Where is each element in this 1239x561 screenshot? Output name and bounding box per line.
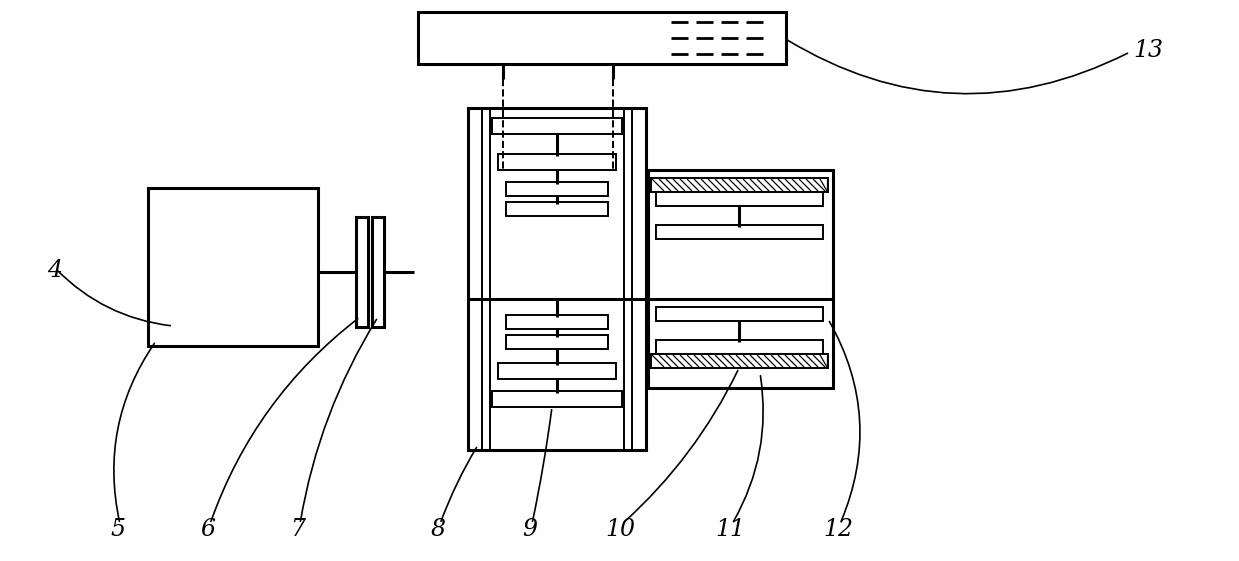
Text: 6: 6: [201, 518, 216, 541]
Bar: [418, 12, 786, 64]
Bar: [650, 354, 828, 368]
Bar: [655, 307, 823, 321]
Text: 12: 12: [823, 518, 852, 541]
Bar: [498, 154, 616, 170]
Bar: [650, 178, 828, 192]
Bar: [655, 192, 823, 206]
Text: 4: 4: [47, 259, 62, 282]
Text: 13: 13: [1132, 39, 1163, 62]
Text: 11: 11: [715, 518, 745, 541]
Bar: [372, 217, 384, 327]
Bar: [492, 118, 622, 134]
Bar: [468, 108, 646, 450]
Bar: [506, 335, 608, 349]
Text: 5: 5: [110, 518, 125, 541]
Bar: [498, 363, 616, 379]
Bar: [506, 315, 608, 329]
Text: 8: 8: [430, 518, 446, 541]
Bar: [356, 217, 368, 327]
Bar: [506, 182, 608, 196]
Text: 10: 10: [605, 518, 636, 541]
Bar: [492, 391, 622, 407]
Bar: [655, 340, 823, 354]
Bar: [147, 188, 318, 346]
Text: 7: 7: [290, 518, 306, 541]
Text: 9: 9: [523, 518, 538, 541]
Bar: [655, 225, 823, 239]
Bar: [506, 202, 608, 216]
Bar: [648, 170, 833, 388]
